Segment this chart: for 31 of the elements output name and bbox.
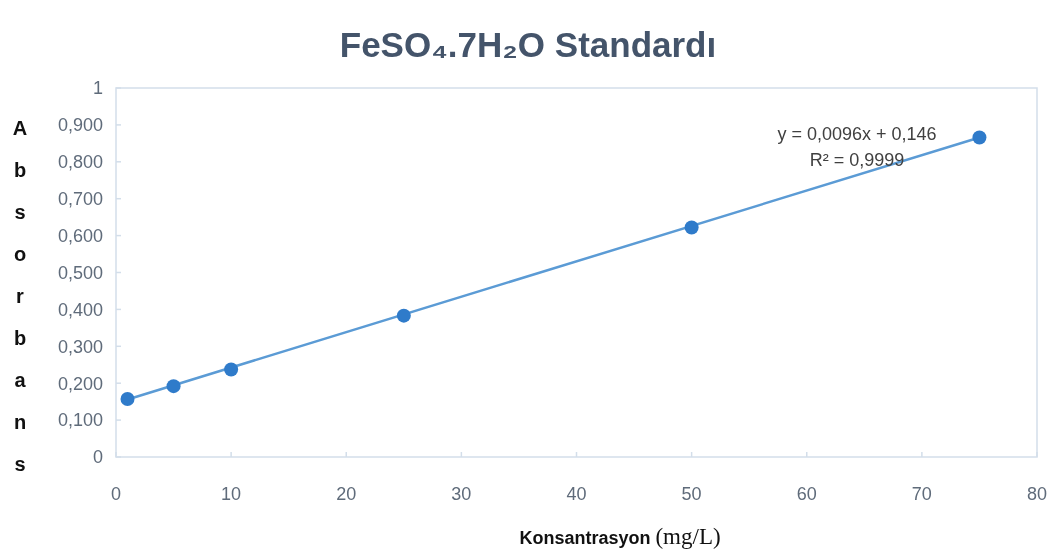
x-tick-label: 50: [681, 484, 702, 504]
point: [120, 392, 135, 407]
point: [684, 220, 699, 235]
x-tick-label: 20: [336, 484, 357, 504]
point: [224, 362, 239, 377]
annotation: y = 0,0096x + 0,146: [777, 124, 937, 144]
y-tick-label: 0,800: [57, 152, 103, 173]
y-tick-label: 0,200: [57, 373, 103, 394]
y-tick-label: 0,600: [57, 225, 103, 246]
x-tick-label: 30: [451, 484, 472, 504]
y-tick-label: 0,900: [57, 115, 103, 136]
y-tick-label: 0,400: [57, 299, 103, 320]
x-tick-label: 10: [221, 484, 242, 504]
x-tick-label: 40: [566, 484, 587, 504]
x-tick-label: 80: [1026, 484, 1048, 504]
x-axis-title: Konsantrasyon (mg/L): [519, 524, 721, 549]
y-tick-label: 0: [92, 447, 103, 468]
x-tick-label: 60: [796, 484, 817, 504]
text: Absorbans: [12, 117, 28, 475]
x-tick-label: 70: [911, 484, 932, 504]
y-tick-label: 0,500: [57, 262, 103, 283]
annotation: R² = 0,9999: [809, 150, 905, 170]
x-tick-label: 0: [110, 484, 122, 504]
y-tick-label: 0,300: [57, 336, 103, 357]
y-tick-label: 0,100: [57, 410, 103, 431]
point: [396, 308, 411, 323]
point: [166, 379, 181, 394]
point: [972, 130, 987, 145]
y-tick-label: 0,700: [57, 189, 103, 209]
y-tick-label: 1: [92, 78, 103, 99]
chart-title: FeSO₄.7H₂O Standardı: [339, 25, 717, 64]
